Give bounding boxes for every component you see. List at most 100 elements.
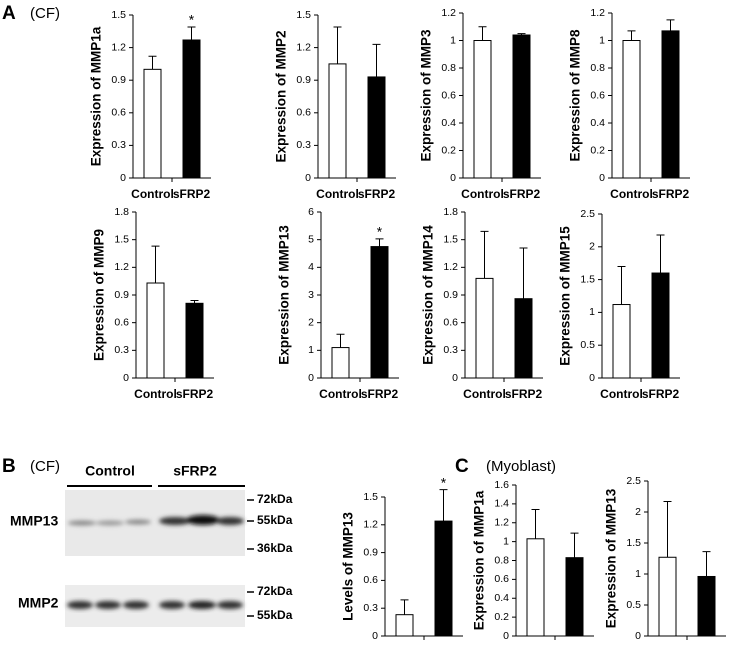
y-tick-label: 1.4 [494,498,509,510]
bar [475,277,494,379]
y-tick-label: 0 [635,630,641,642]
y-tick-label: 0.9 [443,289,458,301]
y-axis-label: Expression of MMP1a [472,490,487,630]
y-tick-label: 2.5 [580,208,595,220]
error-bar [187,26,196,40]
y-tick-label: 1 [503,535,509,547]
y-tick-label: 1.5 [111,9,126,21]
error-bar [148,55,157,70]
bar [565,557,584,637]
y-tick-label: 0 [123,372,129,384]
error-bar [480,230,489,279]
y-tick-label: 0.4 [441,117,456,129]
y-tick-label: 0.9 [111,74,126,86]
x-tick-label: sFRP2 [358,187,396,201]
y-tick-label: 0.3 [111,139,126,151]
size-marker: 72kDa [257,584,293,598]
significance-mark: * [441,474,447,490]
y-tick-label: 0.8 [441,62,456,74]
x-tick-label: sFRP2 [173,187,211,201]
bar [473,40,492,179]
x-tick-label: Control [610,187,653,201]
x-tick-label: Control [319,387,362,401]
y-tick-label: 0 [372,630,378,642]
y-tick-label: 0 [599,172,605,184]
y-tick-label: 5 [308,233,314,245]
y-tick-label: 1.5 [363,491,378,503]
y-tick-label: 0 [450,172,456,184]
x-tick-label: Control [131,187,174,201]
error-bar [702,551,711,577]
y-tick-label: 0.4 [494,592,509,604]
y-axis-label: Expression of MMP9 [92,229,107,361]
y-axis-label: Expression of MMP1a [89,26,104,166]
bar [434,520,453,637]
x-tick-label: sFRP2 [503,187,541,201]
y-tick-label: 1 [599,34,605,46]
y-tick-label: 1 [450,34,456,46]
significance-mark: * [377,224,383,240]
y-tick-label: 0.3 [114,344,129,356]
y-tick-label: 6 [308,206,314,218]
bar [612,304,631,379]
y-tick-label: 1.2 [494,517,509,529]
x-tick-label: Control [463,387,506,401]
y-tick-label: 1.2 [114,261,129,273]
y-axis-label: Expression of MMP14 [421,225,436,365]
y-tick-label: 0 [305,172,311,184]
error-bar [663,500,672,558]
bar [146,282,165,379]
y-tick-label: 1.8 [443,206,458,218]
x-tick-label: sFRP2 [361,387,399,401]
bar [526,538,545,637]
error-bar [439,489,448,522]
error-bar [375,238,384,247]
y-tick-label: 0.2 [590,144,605,156]
panel-label: B [2,456,16,477]
y-tick-label: 1.5 [443,233,458,245]
error-bar [627,30,636,41]
panel-label: C [455,456,469,477]
y-tick-label: 0.8 [590,62,605,74]
bar [395,614,414,637]
y-axis-label: Expression of MMP8 [568,29,583,162]
bar [370,246,389,379]
error-bar [478,26,487,41]
y-tick-label: 1 [589,306,595,318]
y-tick-label: 2 [635,506,641,518]
error-bar [570,532,579,558]
y-axis-label: Expression of MMP13 [277,225,292,365]
error-bar [151,245,160,284]
y-tick-label: 0 [120,172,126,184]
x-tick-label: sFRP2 [505,387,543,401]
bar [697,575,716,637]
x-tick-label: Control [134,387,177,401]
y-tick-label: 0 [308,372,314,384]
bar [512,34,531,179]
error-bar [372,43,381,77]
y-tick-label: 1.5 [626,537,641,549]
error-bar [531,509,540,539]
blot-group-label: Control [85,463,135,479]
size-marker: 55kDa [257,513,293,527]
y-tick-label: 0.3 [296,139,311,151]
panel-condition: (Myoblast) [486,458,556,475]
y-tick-label: 0.4 [590,117,605,129]
y-tick-label: 1.5 [580,273,595,285]
error-bar [519,247,528,299]
x-tick-label: Control [600,387,643,401]
error-bar [656,234,665,274]
y-tick-label: 0.9 [114,289,129,301]
y-tick-label: 1.2 [296,41,311,53]
y-tick-label: 0.6 [494,573,509,585]
y-tick-label: 0.9 [296,74,311,86]
error-bar [333,26,342,64]
bar [328,63,347,179]
y-tick-label: 0.6 [590,89,605,101]
x-tick-label: Control [461,187,504,201]
y-tick-label: 0.5 [626,599,641,611]
bar [658,556,677,637]
